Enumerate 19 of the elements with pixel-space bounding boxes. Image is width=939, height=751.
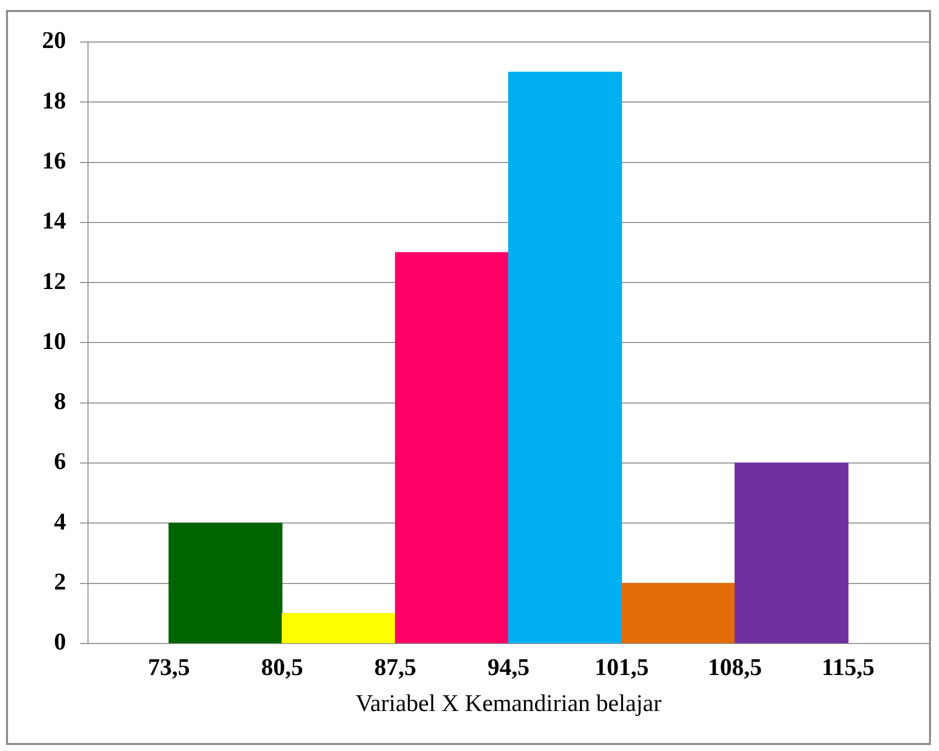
y-tick-label: 6 (54, 449, 66, 476)
x-tick-label: 73,5 (148, 655, 190, 682)
y-tick-label: 2 (54, 569, 66, 596)
x-tick-label: 101,5 (594, 655, 649, 682)
x-tick-label: 80,5 (261, 655, 304, 682)
x-tick-label: 115,5 (822, 655, 874, 682)
y-tick-label: 14 (42, 208, 66, 235)
x-tick-label: 94,5 (488, 655, 530, 682)
y-tick-label: 12 (42, 268, 66, 295)
y-tick-label: 18 (42, 88, 66, 114)
y-tick-label: 0 (54, 630, 66, 656)
y-tick-label: 10 (42, 328, 66, 355)
x-tick-label: 87,5 (374, 655, 416, 682)
y-tick-label: 20 (42, 28, 66, 54)
x-axis-title: Variabel X Kemandirian belajar (356, 690, 662, 717)
y-tick-label: 16 (42, 148, 66, 174)
y-tick-label: 8 (54, 389, 66, 416)
y-tick-label: 4 (54, 509, 66, 536)
x-tick-label: 108,5 (708, 655, 762, 682)
